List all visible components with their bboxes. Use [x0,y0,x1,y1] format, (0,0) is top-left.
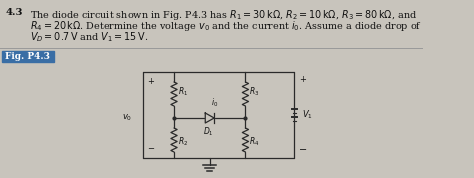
Text: $R_4 = 20\,\mathrm{k}\Omega$. Determine the voltage $v_0$ and the current $i_0$.: $R_4 = 20\,\mathrm{k}\Omega$. Determine … [30,19,422,33]
Text: −: − [299,145,307,155]
Text: $R_2$: $R_2$ [178,136,188,148]
Text: −: − [147,144,154,153]
Text: $i_0$: $i_0$ [210,96,218,109]
Text: $R_4$: $R_4$ [249,136,259,148]
Text: The diode circuit shown in Fig. P4.3 has $R_1 = 30\,\mathrm{k}\Omega$, $R_2 = 10: The diode circuit shown in Fig. P4.3 has… [30,8,418,22]
Text: +: + [147,77,154,86]
Text: 4.3: 4.3 [5,8,23,17]
Text: $D_1$: $D_1$ [203,126,214,138]
Text: $v_0$: $v_0$ [122,113,132,123]
Text: Fig. P4.3: Fig. P4.3 [5,52,50,61]
FancyBboxPatch shape [2,51,54,62]
Text: $R_3$: $R_3$ [249,86,259,98]
Text: +: + [299,75,306,85]
Text: $R_1$: $R_1$ [178,86,188,98]
Text: $V_1$: $V_1$ [301,109,312,121]
Text: $V_D = 0.7\,\mathrm{V}$ and $V_1 = 15\,\mathrm{V}$.: $V_D = 0.7\,\mathrm{V}$ and $V_1 = 15\,\… [30,30,149,44]
